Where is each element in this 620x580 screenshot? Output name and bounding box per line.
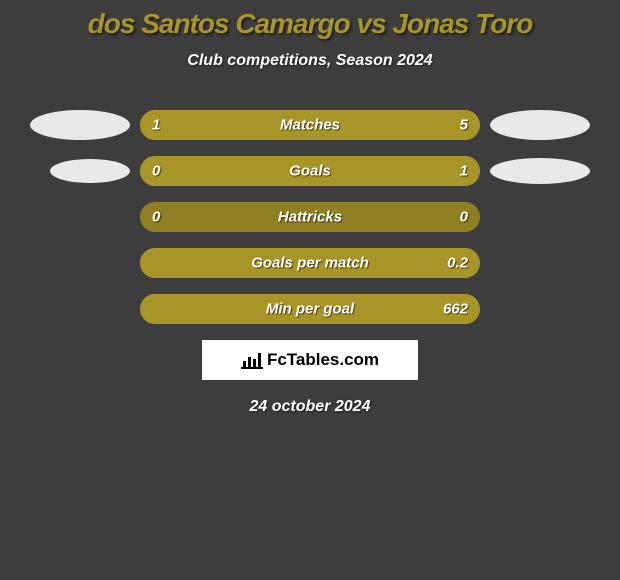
date-text: 24 october 2024 bbox=[0, 398, 620, 416]
right-ellipse bbox=[490, 110, 590, 140]
subtitle: Club competitions, Season 2024 bbox=[0, 52, 620, 70]
stat-bar: 0.2Goals per match bbox=[140, 248, 480, 278]
stat-label: Goals bbox=[140, 163, 480, 180]
stat-bar: 15Matches bbox=[140, 110, 480, 140]
comparison-row: 662Min per goal bbox=[0, 294, 620, 324]
stat-bar: 662Min per goal bbox=[140, 294, 480, 324]
stat-label: Goals per match bbox=[140, 255, 480, 272]
chart-icon bbox=[241, 351, 263, 369]
stat-bar: 01Goals bbox=[140, 156, 480, 186]
stat-bar: 00Hattricks bbox=[140, 202, 480, 232]
comparison-row: 01Goals bbox=[0, 156, 620, 186]
attribution-text: FcTables.com bbox=[267, 350, 379, 370]
comparison-row: 00Hattricks bbox=[0, 202, 620, 232]
stat-label: Matches bbox=[140, 117, 480, 134]
comparison-rows: 15Matches 01Goals 00Hattricks 0.2Goals per … bbox=[0, 110, 620, 324]
attribution-box: FcTables.com bbox=[202, 340, 418, 380]
comparison-row: 0.2Goals per match bbox=[0, 248, 620, 278]
stat-label: Hattricks bbox=[140, 209, 480, 226]
stat-label: Min per goal bbox=[140, 301, 480, 318]
comparison-row: 15Matches bbox=[0, 110, 620, 140]
left-ellipse bbox=[50, 159, 130, 183]
left-ellipse bbox=[30, 110, 130, 140]
right-ellipse bbox=[490, 158, 590, 184]
page-title: dos Santos Camargo vs Jonas Toro bbox=[0, 0, 620, 40]
